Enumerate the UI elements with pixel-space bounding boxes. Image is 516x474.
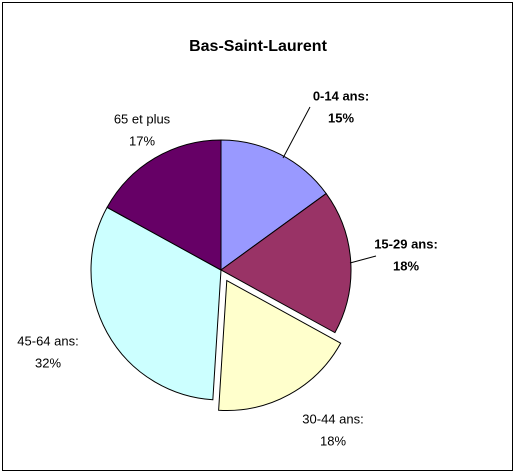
slice-value-label: 15% xyxy=(328,110,354,125)
chart-title: Bas-Saint-Laurent xyxy=(189,38,327,55)
slice-label: 30-44 ans: xyxy=(302,411,363,426)
slice-value-label: 18% xyxy=(320,433,346,448)
slice-label: 0-14 ans: xyxy=(313,88,369,103)
pie-slice xyxy=(90,206,222,401)
slice-label: 45-64 ans: xyxy=(17,333,78,348)
leader-line xyxy=(349,255,377,264)
slice-value-label: 18% xyxy=(393,258,419,273)
pie-slice xyxy=(220,192,352,334)
slice-label: 15-29 ans: xyxy=(374,236,438,251)
slice-label: 65 et plus xyxy=(114,111,171,126)
slice-value-label: 17% xyxy=(129,133,155,148)
slice-value-label: 32% xyxy=(35,355,61,370)
pie-slice xyxy=(106,139,222,271)
pie-slice xyxy=(220,139,327,271)
pie-slice xyxy=(218,279,342,412)
leader-line xyxy=(282,106,311,159)
